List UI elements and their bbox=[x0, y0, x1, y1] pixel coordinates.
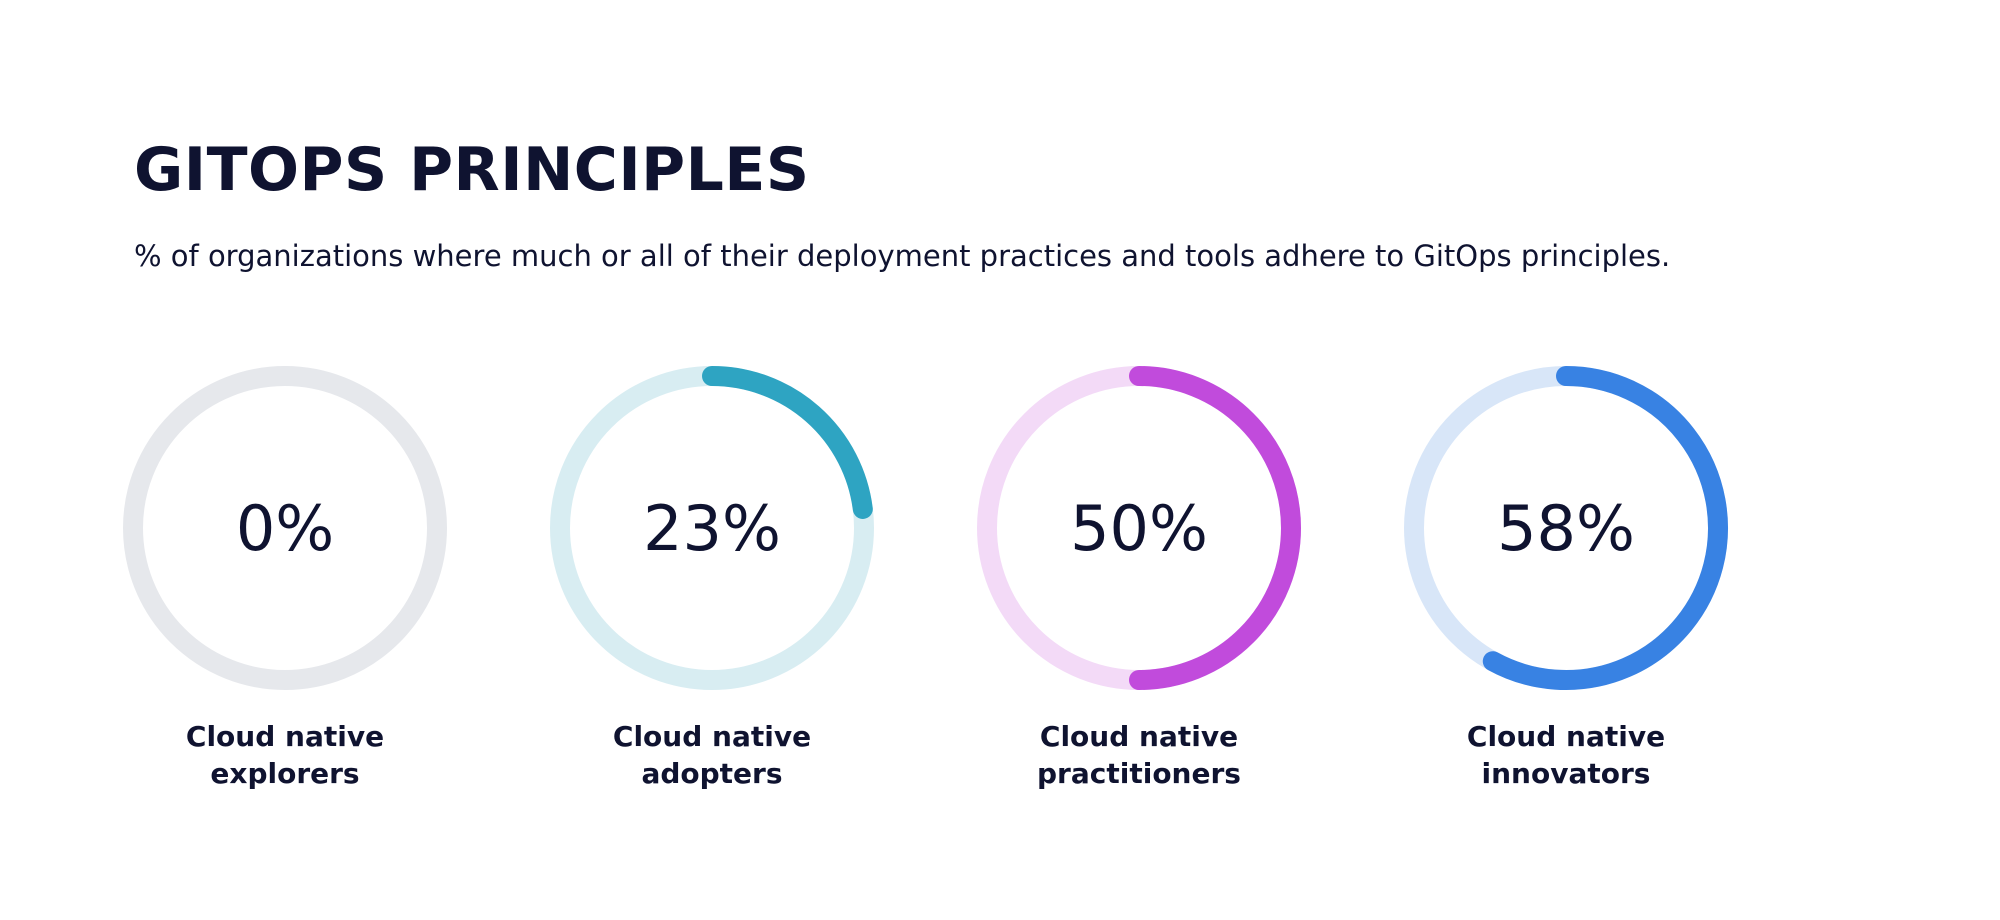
gauge-category-label: Cloud native bbox=[186, 720, 384, 753]
gauge-explorers: 0% Cloud native explorers bbox=[123, 366, 447, 790]
gauge-track bbox=[123, 366, 447, 690]
gauge-value-label: 58% bbox=[1497, 492, 1635, 565]
chart-title: GITOPS PRINCIPLES bbox=[134, 135, 810, 205]
gauge-value-label: 50% bbox=[1070, 492, 1208, 565]
gauge-category-label: explorers bbox=[210, 757, 359, 790]
gauge-category-label: Cloud native bbox=[613, 720, 811, 753]
gauge-innovators: 58% Cloud native innovators bbox=[1404, 366, 1728, 790]
gauge-category-label: innovators bbox=[1482, 757, 1651, 790]
gauge-value-label: 0% bbox=[236, 492, 334, 565]
gauge-category-label: Cloud native bbox=[1467, 720, 1665, 753]
gauge-adopters: 23% Cloud native adopters bbox=[550, 366, 874, 790]
gauge-arc bbox=[1129, 366, 1301, 690]
gauge-value-label: 23% bbox=[643, 492, 781, 565]
gauge-arc bbox=[1482, 366, 1728, 690]
gauge-practitioners: 50% Cloud native practitioners bbox=[977, 366, 1301, 790]
gauge-category-label: adopters bbox=[641, 757, 782, 790]
chart-subtitle: % of organizations where much or all of … bbox=[134, 239, 1671, 273]
gauge-category-label: practitioners bbox=[1037, 757, 1241, 790]
gauge-arc bbox=[702, 366, 873, 519]
gauge-category-label: Cloud native bbox=[1040, 720, 1238, 753]
